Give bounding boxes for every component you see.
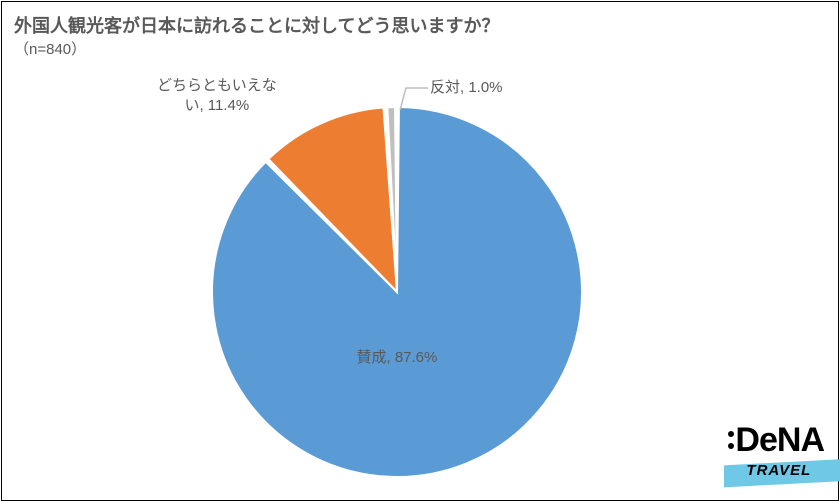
brand-logo: DeNA TRAVEL: [728, 421, 824, 484]
pie-chart: [2, 2, 838, 500]
chart-frame: 外国人観光客が日本に訪れることに対してどう思いますか？ （n=840） DeNA…: [1, 1, 839, 501]
pie-svg: [2, 2, 840, 502]
data-label-agree: 賛成, 87.6%: [357, 348, 438, 368]
data-label-neutral: どちらともいえな い, 11.4%: [157, 76, 277, 115]
logo-sub-text: TRAVEL: [746, 462, 811, 479]
logo-colon-icon: [728, 425, 734, 455]
logo-brand: DeNA: [735, 421, 824, 459]
logo-text: DeNA: [728, 421, 824, 460]
data-label-oppose: 反対, 1.0%: [430, 78, 503, 98]
logo-sub: TRAVEL: [728, 458, 824, 484]
